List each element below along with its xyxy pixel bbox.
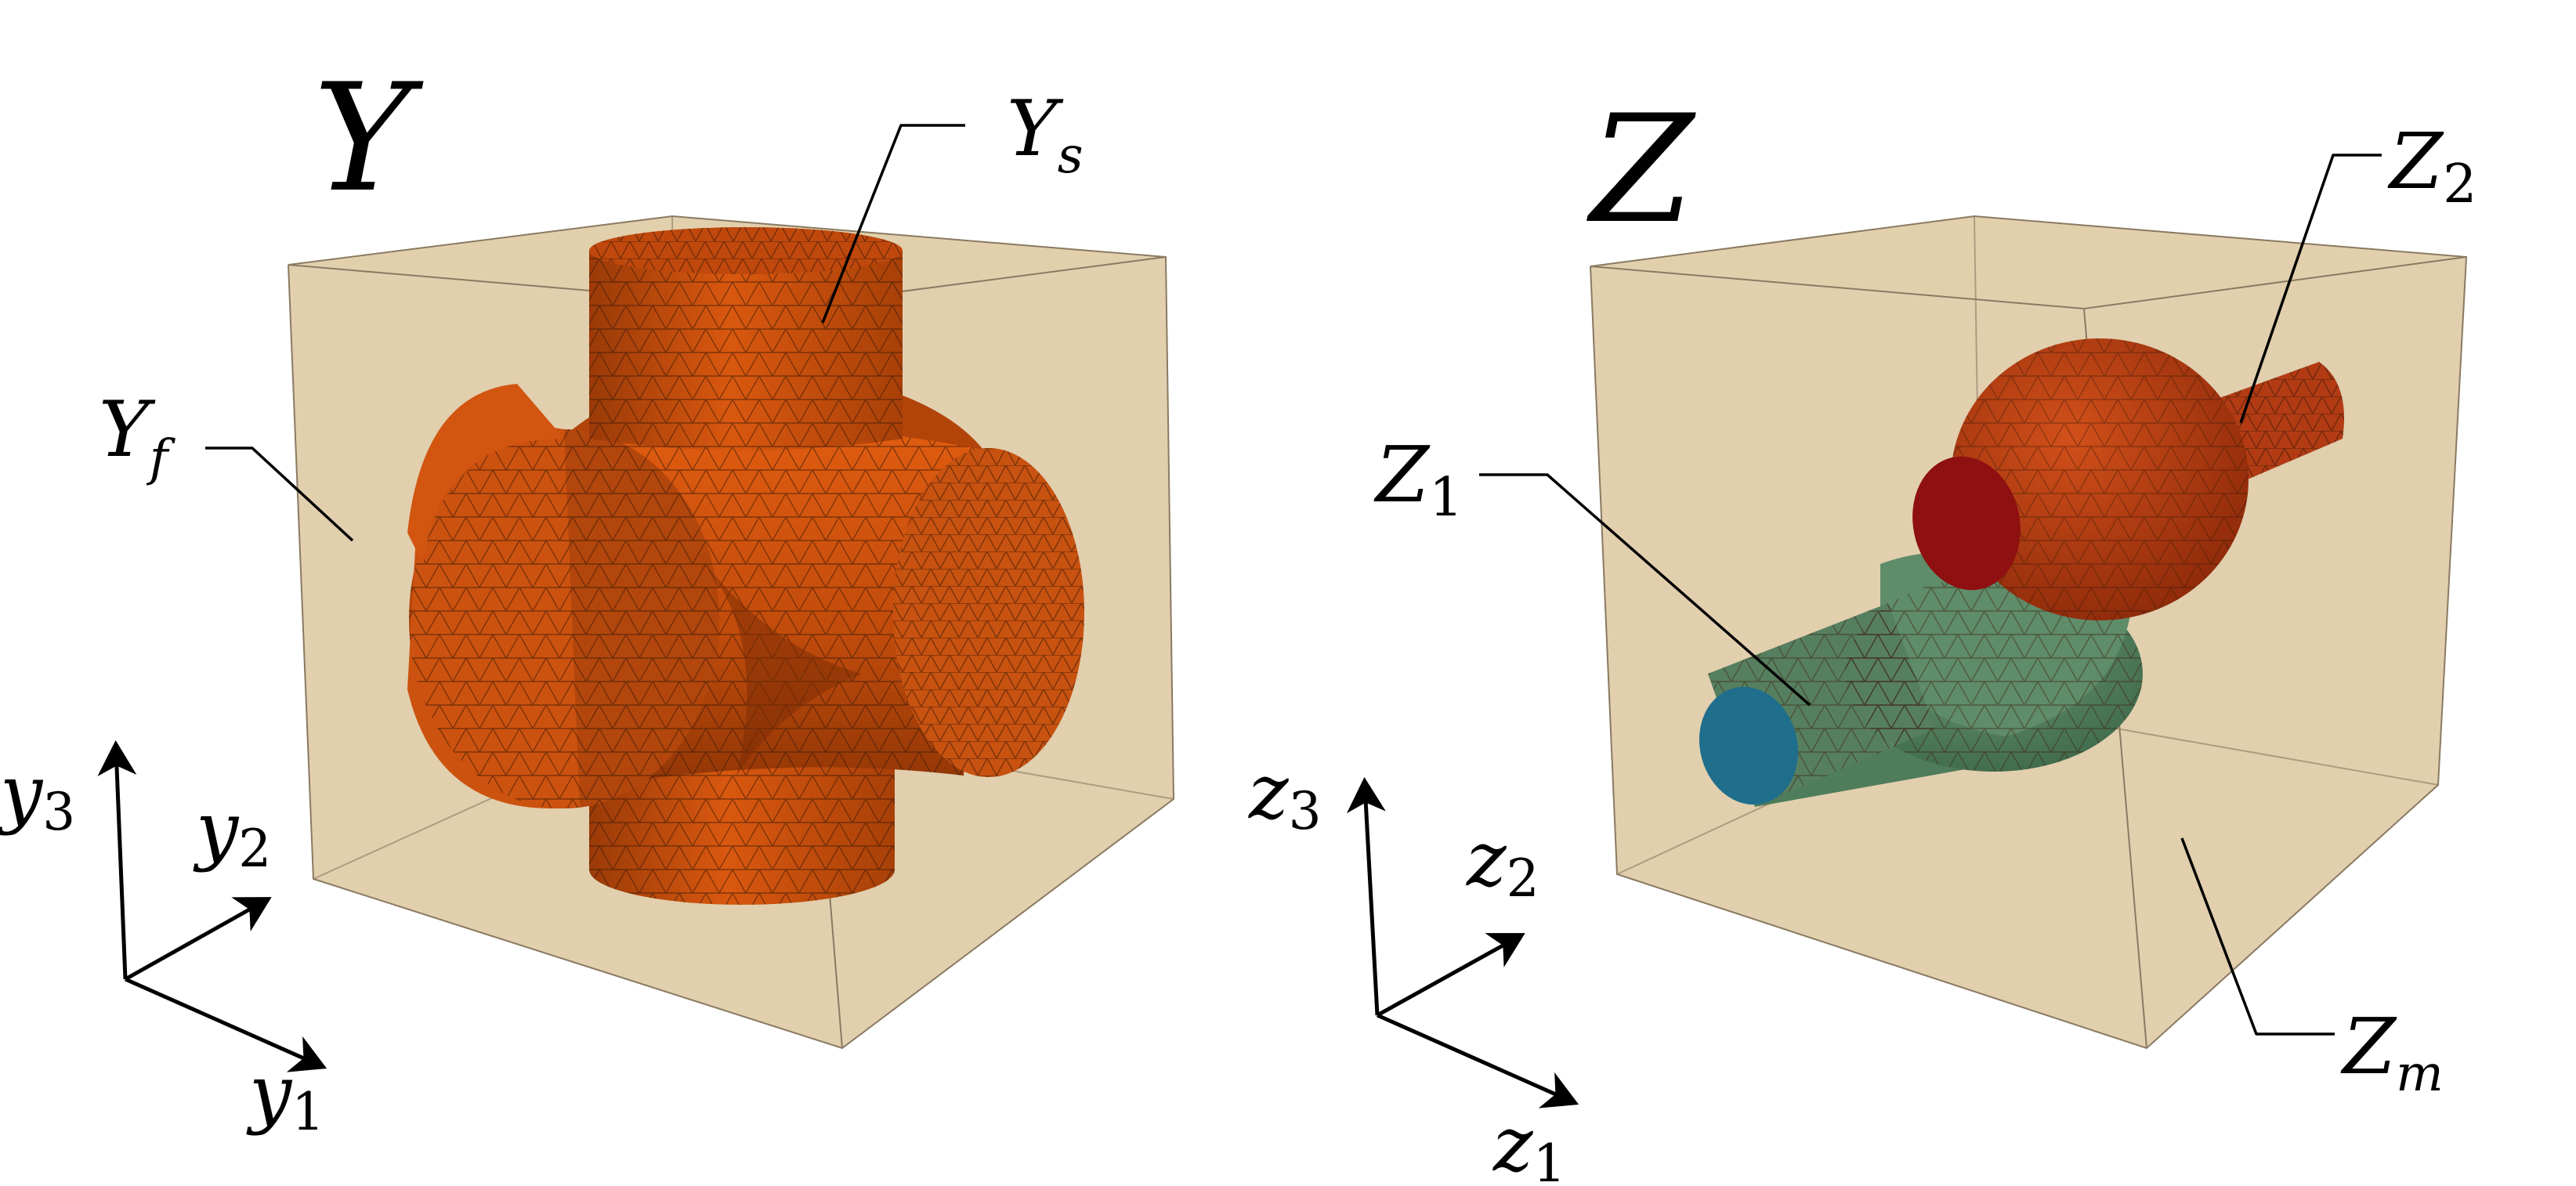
axis-y3-label: y3: [0, 749, 75, 842]
axis-z1-arrow: [1376, 1013, 1579, 1108]
inclusion-z2-cap: [1912, 456, 2021, 591]
fluid-leader-line: [205, 447, 354, 542]
axis-z3-arrow: [1346, 777, 1386, 1016]
solid-leader-line: [821, 124, 965, 324]
matrix-label: Zm: [2340, 1003, 2444, 1103]
axis-y2-arrow: [124, 897, 272, 982]
left-panel: Y Ys Yf y3 y2 y1: [0, 52, 1175, 1142]
matrix-leader-line: [2180, 837, 2335, 1036]
inclusion-z2: [1912, 338, 2344, 620]
axis-y1-arrow: [124, 977, 327, 1072]
inclusion-z1: [1699, 552, 2143, 807]
axis-z2-arrow: [1376, 933, 1525, 1018]
inclusion1-label: Z1: [1373, 431, 1463, 529]
axes-left: y3 y2 y1: [0, 740, 327, 1142]
inclusion-z1-cap: [1699, 686, 1799, 805]
axis-z3-label: z3: [1248, 748, 1322, 841]
axis-y2-label: y2: [193, 786, 271, 879]
solid-label: Ys: [1007, 85, 1084, 185]
inclusion2-leader-line: [2239, 154, 2382, 424]
axis-y1-label: y1: [246, 1049, 324, 1142]
axis-z2-label: z2: [1466, 815, 1539, 909]
left-panel-title: Y: [313, 52, 424, 225]
inclusion2-label: Z2: [2387, 118, 2477, 215]
solid-structure-ys: [407, 227, 1084, 905]
right-panel: Z Z2 Z1 Zm z3 z2 z1: [1248, 83, 2477, 1186]
inclusion1-leader-line: [1479, 473, 1811, 707]
axis-y3-arrow: [97, 740, 137, 980]
fluid-label: Yf: [99, 385, 176, 487]
right-panel-title: Z: [1586, 83, 1696, 256]
axis-z1-label: z1: [1492, 1101, 1566, 1186]
axes-right: z3 z2 z1: [1248, 748, 1579, 1186]
